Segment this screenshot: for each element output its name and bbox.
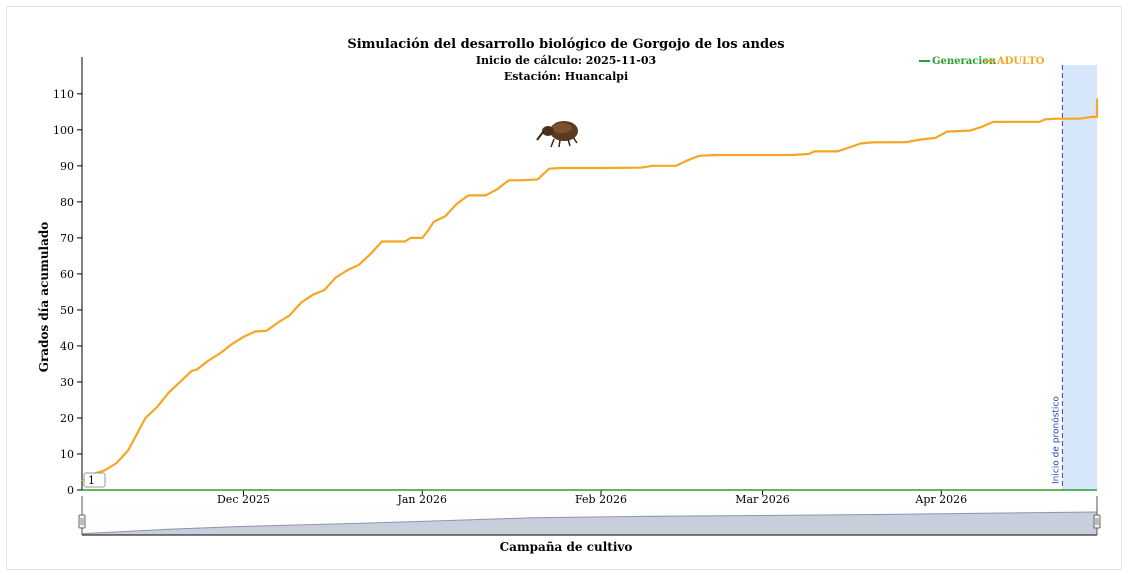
- point-label: 1: [83, 472, 106, 488]
- chart-subtitle-station: Estación: Huancalpi: [504, 70, 628, 83]
- x-tick-label: Jan 2026: [396, 493, 447, 506]
- chart-frame: [6, 6, 1122, 570]
- navigator-right-handle[interactable]: [1093, 514, 1101, 529]
- y-tick-label: 70: [60, 232, 74, 245]
- series-layer: [81, 98, 1099, 491]
- chart-subtitle-start: Inicio de cálculo: 2025-11-03: [476, 54, 656, 67]
- x-tick-label: Feb 2026: [575, 493, 627, 506]
- x-axis: Dec 2025 Jan 2026 Feb 2026 Mar 2026 Apr 2026: [82, 489, 1097, 506]
- legend-label-adulto[interactable]: ADULTO: [996, 56, 1045, 67]
- navigator-line: [81, 511, 1098, 535]
- range-navigator[interactable]: [78, 496, 1101, 536]
- weevil-icon: [536, 121, 578, 148]
- x-tick-label: Apr 2026: [914, 493, 967, 506]
- legend[interactable]: Generacion ADULTO: [919, 56, 1045, 67]
- navigator-area: [82, 512, 1097, 535]
- forecast-zone: Inicio de pronóstico: [1050, 65, 1097, 490]
- forecast-start-label: Inicio de pronóstico: [1050, 396, 1061, 484]
- y-tick-label: 60: [60, 268, 74, 281]
- y-tick-label: 30: [60, 376, 74, 389]
- y-tick-label: 0: [67, 484, 74, 497]
- forecast-band: [1062, 65, 1097, 490]
- y-tick-label: 90: [60, 160, 74, 173]
- series-line-adulto: [81, 98, 1099, 482]
- y-tick-label: 100: [53, 124, 74, 137]
- legend-label-generacion[interactable]: Generacion: [932, 56, 997, 67]
- point-label-text: 1: [88, 474, 95, 487]
- x-axis-title: Campaña de cultivo: [500, 540, 633, 554]
- y-axis-title: Grados día acumulado: [37, 222, 51, 373]
- x-tick-label: Mar 2026: [735, 493, 790, 506]
- y-tick-label: 80: [60, 196, 74, 209]
- y-axis: 0 10 20 30 40 50 60 70 80 90 100 110: [53, 57, 83, 497]
- x-tick-label: Dec 2025: [217, 493, 270, 506]
- chart-title: Simulación del desarrollo biológico de G…: [347, 37, 784, 52]
- y-tick-label: 20: [60, 412, 74, 425]
- y-tick-label: 110: [53, 88, 74, 101]
- y-tick-label: 50: [60, 304, 74, 317]
- y-tick-label: 10: [60, 448, 74, 461]
- y-tick-label: 40: [60, 340, 74, 353]
- navigator-left-handle[interactable]: [78, 514, 86, 529]
